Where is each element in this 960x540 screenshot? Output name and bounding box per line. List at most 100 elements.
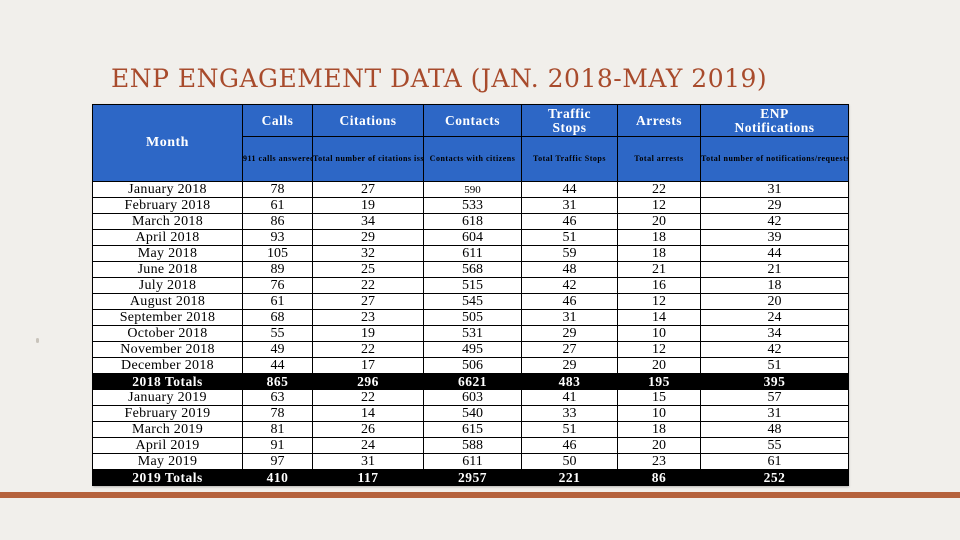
arrests-cell: 12: [617, 341, 701, 358]
month-cell: June 2018: [92, 261, 243, 278]
calls-cell: 91: [242, 437, 313, 454]
calls-cell: 49: [242, 341, 313, 358]
enp-notifications-column-subtitle: Total number of notifications/requests r…: [700, 136, 849, 182]
traffic-stops-cell: 483: [521, 373, 618, 390]
arrests-cell: 18: [617, 245, 701, 262]
traffic-stops-cell: 59: [521, 245, 618, 262]
citations-column-subtitle: Total number of citations issued: [312, 136, 424, 182]
contacts-cell: 604: [423, 229, 522, 246]
notifications-cell: 39: [700, 229, 849, 246]
table-row: February 2018 61 19 533 31 12 29: [92, 197, 849, 214]
engagement-table: Month Calls Citations Contacts Traffic S…: [92, 104, 849, 486]
traffic-stops-cell: 29: [521, 357, 618, 374]
contacts-cell: 506: [423, 357, 522, 374]
notifications-cell: 395: [700, 373, 849, 390]
contacts-cell: 540: [423, 405, 522, 422]
contacts-cell: 615: [423, 421, 522, 438]
arrests-column-header: Arrests: [617, 104, 701, 137]
contacts-cell: 515: [423, 277, 522, 294]
table-body: January 2018 78 27 590 44 22 31 February 2018 61…: [92, 181, 849, 486]
arrests-cell: 10: [617, 325, 701, 342]
calls-cell: 105: [242, 245, 313, 262]
citations-cell: 22: [312, 389, 424, 406]
calls-cell: 76: [242, 277, 313, 294]
citations-cell: 32: [312, 245, 424, 262]
traffic-stops-cell: 46: [521, 293, 618, 310]
arrests-cell: 18: [617, 421, 701, 438]
bottom-accent-bar: [0, 492, 960, 498]
notifications-cell: 57: [700, 389, 849, 406]
arrests-cell: 21: [617, 261, 701, 278]
traffic-stops-cell: 42: [521, 277, 618, 294]
table-row: December 2018 44 17 506 29 20 51: [92, 357, 849, 374]
contacts-cell: 531: [423, 325, 522, 342]
citations-cell: 22: [312, 277, 424, 294]
arrests-cell: 10: [617, 405, 701, 422]
traffic-stops-cell: 33: [521, 405, 618, 422]
contacts-cell: 611: [423, 245, 522, 262]
calls-cell: 81: [242, 421, 313, 438]
month-cell: January 2019: [92, 389, 243, 406]
calls-cell: 89: [242, 261, 313, 278]
notifications-cell: 61: [700, 453, 849, 470]
traffic-stops-cell: 31: [521, 309, 618, 326]
traffic-stops-cell: 31: [521, 197, 618, 214]
stray-mark: [36, 338, 39, 343]
month-cell: February 2019: [92, 405, 243, 422]
traffic-stops-cell: 50: [521, 453, 618, 470]
calls-cell: 97: [242, 453, 313, 470]
traffic-stops-column-header: Traffic Stops: [521, 104, 618, 137]
citations-cell: 23: [312, 309, 424, 326]
contacts-cell: 495: [423, 341, 522, 358]
engagement-table-container: Month Calls Citations Contacts Traffic S…: [92, 104, 849, 486]
table-row: May 2018 105 32 611 59 18 44: [92, 245, 849, 262]
traffic-stops-cell: 46: [521, 213, 618, 230]
notifications-cell: 55: [700, 437, 849, 454]
table-row: August 2018 61 27 545 46 12 20: [92, 293, 849, 310]
month-cell: May 2019: [92, 453, 243, 470]
month-cell: 2019 Totals: [92, 469, 243, 486]
calls-column-subtitle: 911 calls answered: [242, 136, 313, 182]
table-row: June 2018 89 25 568 48 21 21: [92, 261, 849, 278]
citations-cell: 26: [312, 421, 424, 438]
notifications-cell: 18: [700, 277, 849, 294]
table-row: March 2019 81 26 615 51 18 48: [92, 421, 849, 438]
contacts-column-header: Contacts: [423, 104, 522, 137]
arrests-cell: 195: [617, 373, 701, 390]
notifications-cell: 34: [700, 325, 849, 342]
citations-cell: 19: [312, 325, 424, 342]
table-row: April 2019 91 24 588 46 20 55: [92, 437, 849, 454]
citations-cell: 27: [312, 293, 424, 310]
contacts-cell: 505: [423, 309, 522, 326]
arrests-cell: 22: [617, 181, 701, 198]
calls-column-header: Calls: [242, 104, 313, 137]
arrests-cell: 15: [617, 389, 701, 406]
traffic-stops-cell: 29: [521, 325, 618, 342]
contacts-cell: 618: [423, 213, 522, 230]
contacts-cell: 603: [423, 389, 522, 406]
notifications-cell: 20: [700, 293, 849, 310]
contacts-cell: 545: [423, 293, 522, 310]
notifications-cell: 31: [700, 181, 849, 198]
contacts-cell: 611: [423, 453, 522, 470]
traffic-stops-cell: 41: [521, 389, 618, 406]
notifications-cell: 48: [700, 421, 849, 438]
citations-cell: 17: [312, 357, 424, 374]
arrests-cell: 20: [617, 357, 701, 374]
calls-cell: 63: [242, 389, 313, 406]
citations-cell: 22: [312, 341, 424, 358]
contacts-cell: 568: [423, 261, 522, 278]
calls-cell: 55: [242, 325, 313, 342]
enp-notifications-column-header: ENP Notifications: [700, 104, 849, 137]
contacts-cell: 533: [423, 197, 522, 214]
table-row: February 2019 78 14 540 33 10 31: [92, 405, 849, 422]
citations-cell: 25: [312, 261, 424, 278]
contacts-cell: 590: [423, 181, 522, 198]
notifications-cell: 42: [700, 213, 849, 230]
arrests-cell: 16: [617, 277, 701, 294]
citations-column-header: Citations: [312, 104, 424, 137]
month-cell: April 2018: [92, 229, 243, 246]
arrests-cell: 20: [617, 213, 701, 230]
calls-cell: 410: [242, 469, 313, 486]
arrests-cell: 12: [617, 197, 701, 214]
